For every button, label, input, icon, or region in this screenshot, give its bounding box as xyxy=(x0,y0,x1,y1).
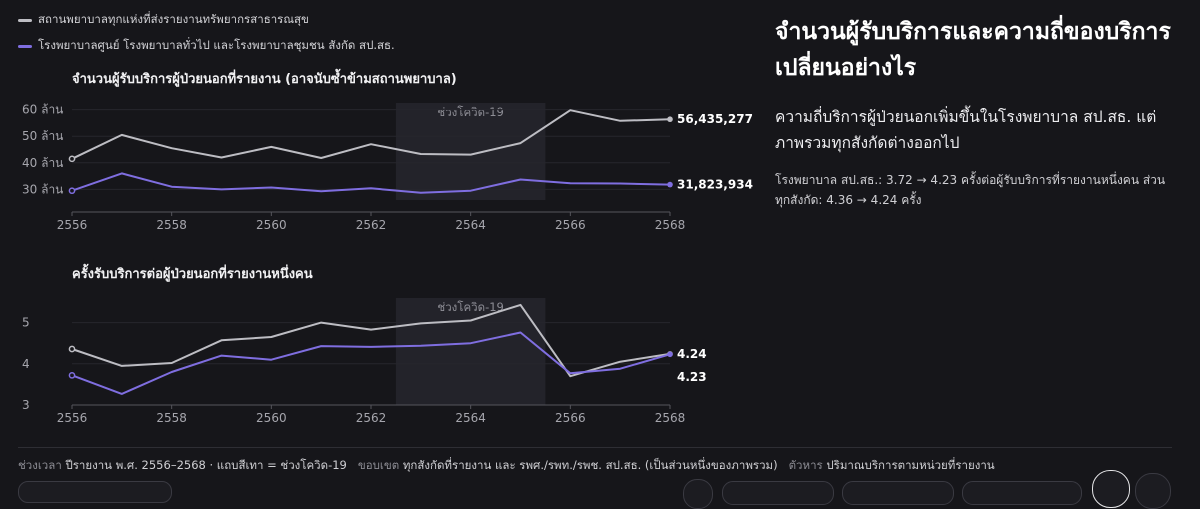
chart1-xtick-label: 2556 xyxy=(57,218,88,232)
legend-item-all: สถานพยาบาลทุกแห่งที่ส่งรายงานทรัพยากรสาธ… xyxy=(18,10,395,30)
legend-swatch-moph xyxy=(18,44,32,48)
chart1-series-line-0 xyxy=(71,109,671,160)
bottom-left-button[interactable] xyxy=(18,481,172,503)
chart1-xtick-label: 2564 xyxy=(455,218,486,232)
footer-scope-value: ทุกสังกัดที่รายงาน และ รพศ./รพท./รพช. สป… xyxy=(402,458,778,472)
footer-notes: ช่วงเวลา ปีรายงาน พ.ศ. 2556–2568 · แถบสี… xyxy=(18,457,995,475)
footer-period-value: ปีรายงาน พ.ศ. 2556–2568 · แถบสีเทา = ช่ว… xyxy=(65,458,347,472)
bottom-pill-button-4[interactable] xyxy=(962,481,1082,505)
chart2-xtick-label: 2566 xyxy=(555,411,586,425)
chart1-ytick-label: 60 ล้าน xyxy=(22,103,63,117)
legend-label-moph: โรงพยาบาลศูนย์ โรงพยาบาลทั่วไป และโรงพยา… xyxy=(38,38,395,52)
chart1-xtick-label: 2568 xyxy=(655,218,686,232)
chart1-series-line-1 xyxy=(71,172,671,194)
chart1-xtick-label: 2566 xyxy=(555,218,586,232)
chart1-xtick-label: 2560 xyxy=(256,218,287,232)
chart2-xtick-label: 2562 xyxy=(356,411,387,425)
chart1-covid-label: ช่วงโควิด-19 xyxy=(437,105,503,119)
bottom-round-button-active[interactable] xyxy=(1092,470,1130,508)
chart1-ytick-label: 30 ล้าน xyxy=(22,182,63,196)
visits-per-patient-chart: ช่วงโควิด-19 3 4 5 2556 2558 2560 2562 2564 2566 2… xyxy=(22,298,707,425)
chart2-ytick-label: 4 xyxy=(22,357,30,371)
chart2-xtick-label: 2556 xyxy=(57,411,88,425)
chart1-xtick-label: 2562 xyxy=(356,218,387,232)
footer-unit-value: ปริมาณบริการตามหน่วยที่รายงาน xyxy=(826,458,995,472)
bottom-pill-button-3[interactable] xyxy=(842,481,954,505)
chart1-covid-band xyxy=(395,103,546,200)
chart2-xtick-label: 2568 xyxy=(655,411,686,425)
chart2-series-start-point-0 xyxy=(68,345,76,353)
footer-scope-key: ขอบเขต xyxy=(357,458,400,472)
chart1-title: จำนวนผู้รับบริการผู้ป่วยนอกที่รายงาน (อา… xyxy=(72,72,457,87)
chart2-covid-band xyxy=(395,298,546,405)
chart1-xtick-label: 2558 xyxy=(156,218,187,232)
chart2-xtick-label: 2564 xyxy=(455,411,486,425)
chart2-series-end-point-1 xyxy=(667,351,673,358)
chart2-xtick-label: 2558 xyxy=(156,411,187,425)
chart2-series-end-label-1: 4.23 xyxy=(677,370,707,384)
chart1-series-end-label-1: 31,823,934 xyxy=(677,178,753,192)
footer-unit-key: ตัวหาร xyxy=(788,458,823,472)
footer-divider xyxy=(18,447,1172,448)
chart1-series-end-point-0 xyxy=(667,116,673,123)
chart2-series-line-1 xyxy=(71,331,671,395)
chart2-ytick-label: 3 xyxy=(22,398,30,412)
outpatient-count-chart: ช่วงโควิด-19 30 ล้าน 40 ล้าน 50 ล้าน 60 ล้าน… xyxy=(22,103,753,232)
chart1-series-end-label-0: 56,435,277 xyxy=(677,112,753,126)
chart2-series-start-point-1 xyxy=(68,371,76,379)
chart1-ytick-label: 50 ล้าน xyxy=(22,129,63,143)
summary-note: โรงพยาบาล สป.สธ.: 3.72 → 4.23 ครั้งต่อผู… xyxy=(775,173,1166,207)
chart1-ytick-label: 40 ล้าน xyxy=(22,156,63,170)
chart2-covid-label: ช่วงโควิด-19 xyxy=(437,300,503,314)
chart2-series-line-0 xyxy=(71,303,671,378)
legend-item-moph: โรงพยาบาลศูนย์ โรงพยาบาลทั่วไป และโรงพยา… xyxy=(18,36,395,56)
legend-swatch-all xyxy=(18,18,32,22)
subheadline: ความถี่บริการผู้ป่วยนอกเพิ่มขึ้นในโรงพยา… xyxy=(775,108,1157,152)
chart1-series-start-point-0 xyxy=(68,155,76,163)
bottom-pill-button-1[interactable] xyxy=(683,479,713,509)
bottom-pill-button-2[interactable] xyxy=(722,481,834,505)
chart2-series-end-label-0: 4.24 xyxy=(677,347,707,361)
footer-period-key: ช่วงเวลา xyxy=(18,458,62,472)
chart1-series-start-point-1 xyxy=(68,187,76,195)
chart1-series-end-point-1 xyxy=(667,181,673,188)
headline: จำนวนผู้รับบริการและความถี่ของบริการเปลี… xyxy=(775,19,1171,81)
summary-panel: จำนวนผู้รับบริการและความถี่ของบริการเปลี… xyxy=(775,14,1175,210)
legend: สถานพยาบาลทุกแห่งที่ส่งรายงานทรัพยากรสาธ… xyxy=(18,10,395,62)
chart2-xtick-label: 2560 xyxy=(256,411,287,425)
chart2-title: ครั้งรับบริการต่อผู้ป่วยนอกที่รายงานหนึ่… xyxy=(72,267,313,282)
chart2-ytick-label: 5 xyxy=(22,316,30,330)
bottom-round-button[interactable] xyxy=(1135,473,1171,509)
legend-label-all: สถานพยาบาลทุกแห่งที่ส่งรายงานทรัพยากรสาธ… xyxy=(38,12,309,26)
